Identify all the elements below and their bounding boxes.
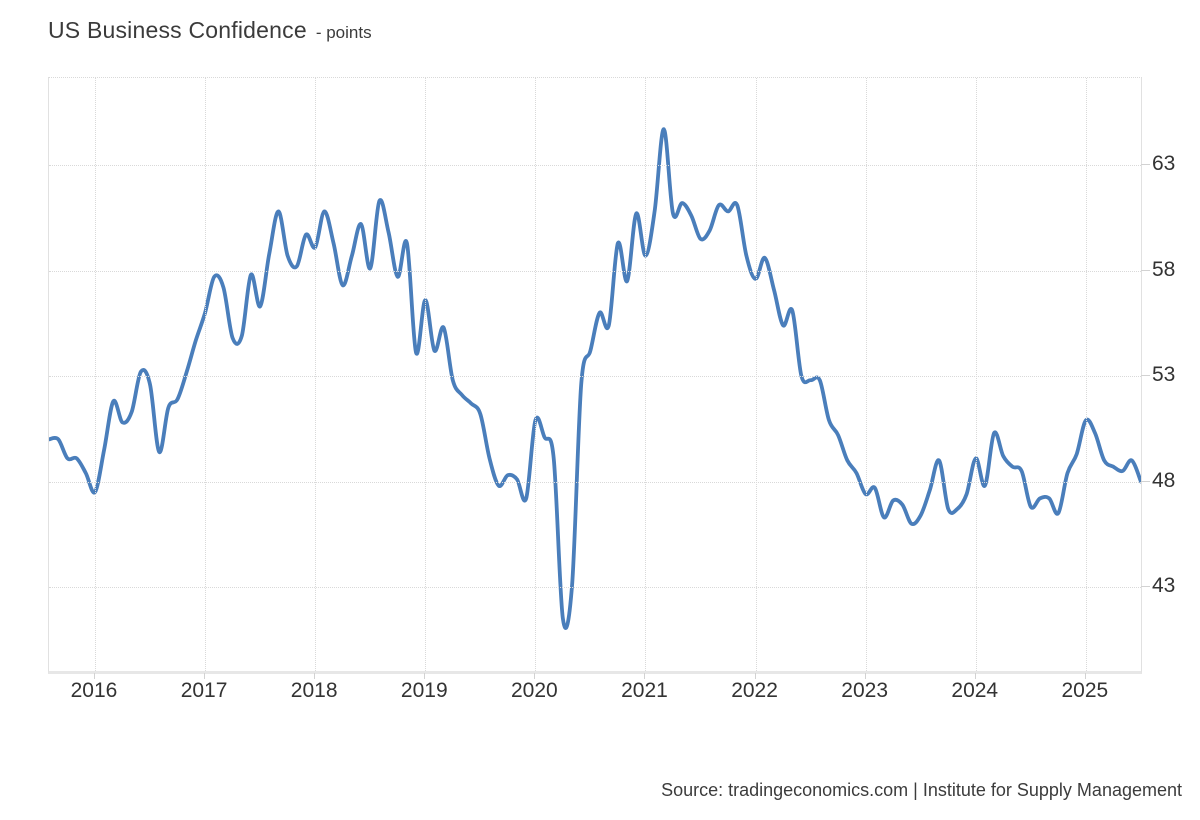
x-tick-2023 xyxy=(864,673,866,679)
x-axis-label-2023: 2023 xyxy=(841,679,889,702)
y-tick-48 xyxy=(1141,480,1150,482)
x-tick-2021 xyxy=(644,673,646,679)
gridline-x-2022 xyxy=(755,78,757,671)
gridline-x-2016 xyxy=(94,78,96,671)
x-axis-label-2021: 2021 xyxy=(621,679,668,702)
gridline-x-2021 xyxy=(645,78,647,671)
x-axis-label-2016: 2016 xyxy=(70,679,118,702)
y-tick-58 xyxy=(1141,269,1150,271)
y-tick-63 xyxy=(1141,164,1150,165)
gridline-x-2024 xyxy=(975,78,977,671)
gridline-y-53 xyxy=(49,376,1141,377)
plot-area[interactable] xyxy=(48,77,1142,674)
gridline-x-2019 xyxy=(425,78,427,671)
line-chart-canvas xyxy=(49,127,1141,630)
gridline-x-2017 xyxy=(205,78,207,671)
chart-header: US Business Confidence - points xyxy=(48,17,372,44)
gridline-y-58 xyxy=(49,270,1141,272)
y-axis-label-53: 53 xyxy=(1152,363,1176,386)
x-axis-label-2024: 2024 xyxy=(951,679,999,702)
x-axis-label-2018: 2018 xyxy=(290,679,338,702)
gridline-x-2025 xyxy=(1085,78,1087,671)
x-tick-2024 xyxy=(974,673,976,679)
x-tick-2020 xyxy=(534,673,536,679)
x-tick-2022 xyxy=(754,673,756,679)
page-subtitle: - points xyxy=(315,23,372,42)
x-tick-2017 xyxy=(204,673,206,679)
page-title: US Business Confidence xyxy=(48,17,307,43)
source-text: Source: tradingeconomics.com | Institute… xyxy=(661,780,1182,800)
gridline-x-2018 xyxy=(315,78,317,671)
gridline-x-2020 xyxy=(535,78,537,671)
x-axis-label-2025: 2025 xyxy=(1061,679,1109,702)
y-tick-43 xyxy=(1141,586,1150,587)
gridline-y-43 xyxy=(49,587,1141,588)
x-tick-2019 xyxy=(424,673,426,679)
x-axis-label-2019: 2019 xyxy=(400,679,448,702)
x-axis-label-2017: 2017 xyxy=(180,679,228,702)
gridline-y-48 xyxy=(49,481,1141,483)
y-axis-label-58: 58 xyxy=(1152,257,1176,281)
x-axis-label-2022: 2022 xyxy=(731,679,778,702)
gridline-y-63 xyxy=(49,165,1141,166)
confidence-series-line xyxy=(49,127,1141,630)
x-tick-2016 xyxy=(93,673,95,679)
y-axis-label-63: 63 xyxy=(1152,152,1176,175)
y-axis-label-43: 43 xyxy=(1152,574,1176,597)
y-tick-53 xyxy=(1141,375,1150,376)
x-axis-label-2020: 2020 xyxy=(511,679,558,702)
x-tick-2018 xyxy=(314,673,316,679)
y-axis-label-48: 48 xyxy=(1152,468,1176,492)
x-tick-2025 xyxy=(1084,673,1086,679)
gridline-x-2023 xyxy=(865,78,867,671)
